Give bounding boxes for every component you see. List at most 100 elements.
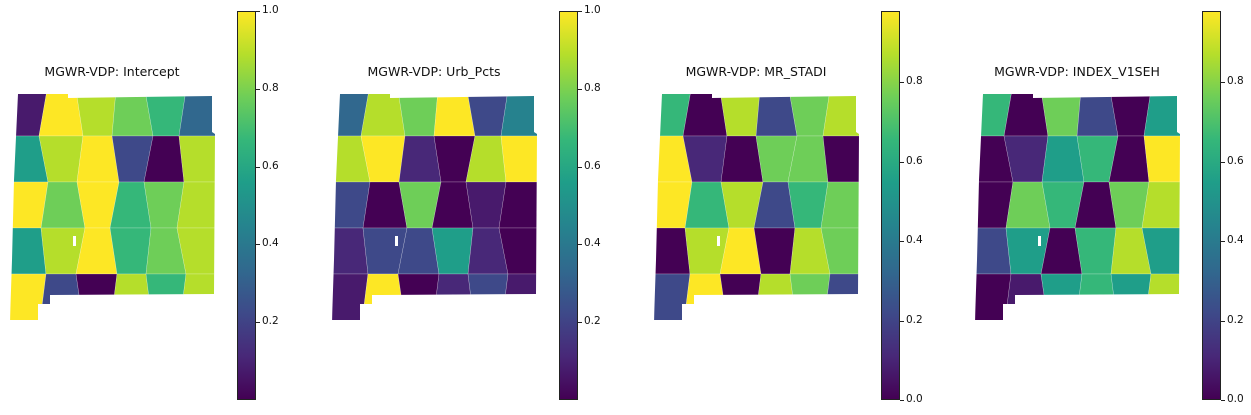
map-region <box>822 94 859 137</box>
colorbar-tick-label: 0.0 <box>1227 393 1244 405</box>
map-panel-3: MGWR-VDP: MR_STADI 0.0 0.2 0.4 0.6 0.8 <box>644 0 944 415</box>
choropleth-map <box>975 94 1180 320</box>
lake-marker <box>1038 236 1041 246</box>
panel-title: MGWR-VDP: Intercept <box>44 64 180 79</box>
map-region <box>755 94 798 137</box>
colorbar-tick-label: 0.6 <box>262 160 279 172</box>
map-region <box>467 273 509 320</box>
choropleth-map <box>10 94 215 320</box>
map-region <box>654 273 691 320</box>
colorbar-tick <box>256 244 260 245</box>
map-region <box>1141 181 1180 229</box>
colorbar-tick-label: 0.8 <box>262 82 279 94</box>
map-panel-4: MGWR-VDP: INDEX_V1SEH 0.0 0.2 0.4 0.6 0.8 <box>965 0 1251 415</box>
map-region <box>76 135 120 183</box>
colorbar-tick <box>578 244 582 245</box>
map-region <box>975 227 1012 275</box>
colorbar-tick <box>1221 162 1225 163</box>
map-region <box>1144 273 1180 320</box>
colorbar-tick <box>900 82 904 83</box>
map-region <box>1003 94 1049 137</box>
map-region <box>1075 273 1118 320</box>
colorbar-tick <box>1221 82 1225 83</box>
map-region <box>1110 273 1152 320</box>
colorbar <box>881 11 900 400</box>
map-region <box>1141 227 1180 275</box>
lake-marker <box>395 236 398 246</box>
colorbar-tick <box>1221 241 1225 242</box>
map-region <box>1076 94 1119 137</box>
colorbar-tick <box>900 241 904 242</box>
map-region <box>820 181 859 229</box>
map-region <box>433 94 476 137</box>
map-region <box>1041 135 1085 183</box>
colorbar-tick <box>1221 321 1225 322</box>
map-region <box>720 135 764 183</box>
panel-title: MGWR-VDP: MR_STADI <box>685 64 827 79</box>
map-region <box>178 135 215 183</box>
map-region <box>38 94 84 137</box>
map-region <box>754 273 797 320</box>
colorbar-tick-label: 0.4 <box>584 237 601 249</box>
colorbar-tick-label: 0.2 <box>584 315 601 327</box>
map-region <box>683 273 728 320</box>
panel-title: MGWR-VDP: INDEX_V1SEH <box>994 64 1160 79</box>
map-region <box>682 94 728 137</box>
map-region <box>500 94 537 137</box>
map-region <box>654 227 691 275</box>
map-region <box>1074 227 1117 275</box>
map-region <box>719 94 761 137</box>
map-region <box>719 273 762 320</box>
colorbar-tick-label: 0.0 <box>906 393 923 405</box>
map-region <box>975 273 1012 320</box>
map-region <box>1040 273 1083 320</box>
map-region <box>75 273 118 320</box>
colorbar-tick-label: 0.6 <box>906 155 923 167</box>
colorbar-tick <box>900 162 904 163</box>
colorbar-tick <box>1221 400 1225 401</box>
map-region <box>789 273 831 320</box>
choropleth-map <box>654 94 859 320</box>
map-region <box>1143 94 1180 137</box>
map-region <box>823 273 859 320</box>
map-region <box>110 273 153 320</box>
map-region <box>332 227 369 275</box>
map-panel-1: MGWR-VDP: Intercept 0.2 0.4 0.6 0.8 1.0 <box>0 0 300 415</box>
colorbar-tick <box>256 11 260 12</box>
map-region <box>398 135 442 183</box>
map-region <box>397 273 440 320</box>
colorbar-tick <box>256 89 260 90</box>
colorbar-tick <box>900 321 904 322</box>
map-region <box>500 135 537 183</box>
colorbar-tick-label: 0.4 <box>262 237 279 249</box>
colorbar-tick <box>256 167 260 168</box>
map-region <box>360 94 406 137</box>
map-region <box>820 227 859 275</box>
map-region <box>361 273 406 320</box>
map-region <box>109 227 152 275</box>
lake-marker <box>717 236 720 246</box>
colorbar-tick-label: 0.4 <box>906 234 923 246</box>
colorbar-tick-label: 0.8 <box>584 82 601 94</box>
map-region <box>178 94 215 137</box>
map-region <box>179 273 215 320</box>
colorbar-tick-label: 0.2 <box>262 315 279 327</box>
map-region <box>397 94 439 137</box>
colorbar-tick-label: 0.8 <box>1227 75 1244 87</box>
map-region <box>1004 273 1049 320</box>
colorbar-tick-label: 0.6 <box>584 160 601 172</box>
lake-marker <box>73 236 76 246</box>
map-region <box>753 227 796 275</box>
map-region <box>75 94 117 137</box>
choropleth-map <box>332 94 537 320</box>
map-region <box>432 273 475 320</box>
colorbar <box>1202 11 1221 400</box>
colorbar-tick-label: 0.2 <box>1227 314 1244 326</box>
colorbar <box>237 11 256 400</box>
colorbar-tick-label: 0.2 <box>906 314 923 326</box>
map-region <box>1143 135 1180 183</box>
map-region <box>10 227 47 275</box>
colorbar-tick <box>578 89 582 90</box>
map-region <box>111 94 154 137</box>
map-region <box>822 135 859 183</box>
